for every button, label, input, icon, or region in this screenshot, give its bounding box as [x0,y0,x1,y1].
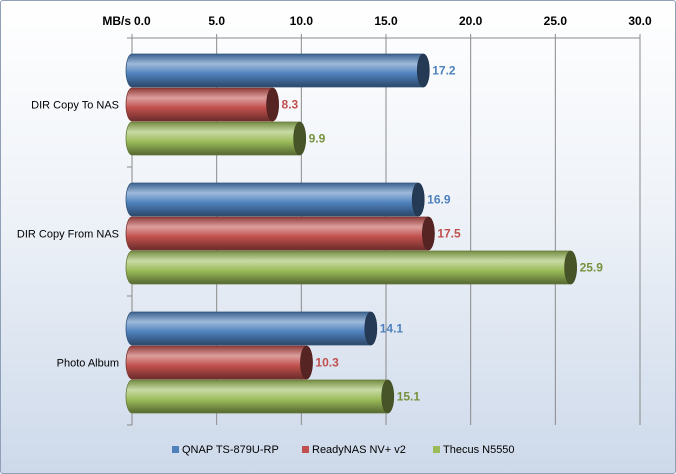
x-tick-label: 25.0 [544,14,568,28]
x-axis-unit-label: MB/s [102,14,131,28]
legend-swatch [172,446,179,453]
bar [125,182,425,217]
data-label: 9.9 [309,132,326,146]
legend-label: ReadyNAS NV+ v2 [312,444,406,456]
data-label: 17.5 [437,227,461,241]
legend-swatch [433,446,440,453]
x-tick-label: 20.0 [459,14,483,28]
x-tick-label: 15.0 [374,14,398,28]
category-label: DIR Copy To NAS [31,100,119,112]
bar [125,87,279,122]
x-tick-label: 5.0 [208,14,225,28]
category-label: Photo Album [57,358,119,370]
data-label: 8.3 [282,98,299,112]
data-label: 10.3 [315,356,339,370]
bar [125,311,378,346]
legend-swatch [302,446,309,453]
data-label: 17.2 [432,64,456,78]
bar-end-cap [293,121,306,156]
bar [125,121,307,156]
bar-end-cap [300,345,313,380]
bar [125,53,430,88]
bar [125,345,313,380]
legend-label: QNAP TS-879U-RP [182,444,279,456]
bar [125,379,395,414]
bar [125,216,435,251]
bar-end-cap [422,216,435,251]
data-label: 14.1 [380,322,404,336]
bar-end-cap [416,53,430,88]
category-label: DIR Copy From NAS [17,229,119,241]
x-tick-label: 10.0 [290,14,314,28]
data-label: 25.9 [580,261,604,275]
x-tick-label: 0.0 [134,14,151,28]
data-label: 16.9 [427,193,451,207]
bar-end-cap [381,379,394,414]
data-label: 15.1 [397,390,421,404]
bar-end-cap [266,87,279,122]
bar-end-cap [564,250,577,285]
bar [125,250,577,285]
bar-end-cap [364,311,378,346]
bar-end-cap [411,182,425,217]
x-tick-label: 30.0 [628,14,652,28]
legend-label: Thecus N5550 [443,444,515,456]
